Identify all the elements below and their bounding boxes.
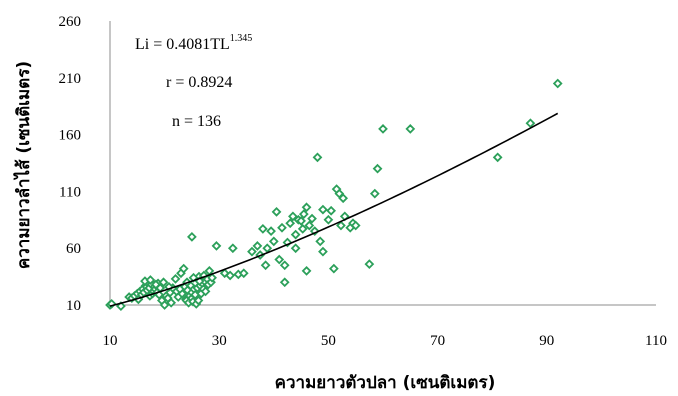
data-point bbox=[296, 216, 306, 226]
r-annotation: r = 0.8924 bbox=[166, 74, 232, 91]
x-tick-label: 30 bbox=[212, 333, 227, 349]
data-point bbox=[227, 243, 238, 254]
data-point bbox=[307, 213, 317, 224]
data-point bbox=[338, 193, 349, 204]
data-point bbox=[260, 260, 271, 271]
data-point bbox=[318, 246, 328, 257]
y-tick-label: 210 bbox=[59, 71, 82, 87]
data-point bbox=[277, 222, 287, 233]
data-point bbox=[326, 205, 337, 216]
y-tick-label: 160 bbox=[59, 128, 82, 144]
data-point bbox=[297, 224, 308, 234]
data-point bbox=[159, 300, 170, 310]
data-point bbox=[258, 224, 268, 234]
tick-labels: 10 30 50 70 90 110 10 60 110 160 210 260 bbox=[59, 14, 667, 349]
data-point bbox=[298, 209, 309, 219]
data-point bbox=[266, 226, 276, 237]
data-point bbox=[178, 263, 189, 274]
n-annotation: n = 136 bbox=[172, 113, 221, 130]
data-point bbox=[328, 263, 339, 274]
data-point bbox=[315, 236, 326, 247]
data-point bbox=[372, 163, 383, 174]
data-point bbox=[285, 218, 296, 229]
data-point bbox=[279, 277, 290, 288]
data-point bbox=[200, 286, 211, 297]
data-point bbox=[301, 202, 312, 213]
data-point bbox=[207, 272, 217, 283]
data-point bbox=[175, 284, 185, 294]
data-point bbox=[164, 281, 174, 292]
data-point bbox=[150, 279, 161, 290]
data-point bbox=[279, 260, 290, 271]
data-point bbox=[166, 297, 177, 308]
data-point bbox=[364, 259, 375, 269]
trendline bbox=[109, 112, 559, 307]
y-tick-label: 60 bbox=[66, 241, 81, 257]
trendline-curve bbox=[109, 112, 559, 307]
data-point bbox=[271, 206, 282, 217]
data-point bbox=[304, 220, 315, 231]
data-point bbox=[492, 152, 503, 163]
data-point bbox=[290, 229, 301, 240]
data-point bbox=[252, 241, 263, 251]
data-point bbox=[268, 236, 279, 247]
data-point bbox=[145, 275, 156, 285]
data-point bbox=[350, 220, 361, 231]
data-point bbox=[552, 78, 563, 89]
data-point bbox=[405, 124, 416, 134]
x-tick-label: 110 bbox=[645, 333, 667, 349]
x-tick-label: 70 bbox=[430, 333, 445, 349]
data-point bbox=[312, 152, 323, 163]
y-axis-title: ความยาวลำไส้ (เซนติเมตร) bbox=[13, 61, 34, 269]
y-tick-label: 260 bbox=[59, 14, 82, 30]
x-axis-title: ความยาวตัวปลา (เซนติเมตร) bbox=[275, 373, 496, 393]
data-point bbox=[211, 241, 222, 251]
data-point bbox=[193, 295, 204, 306]
y-tick-label: 110 bbox=[59, 184, 81, 200]
data-point bbox=[262, 243, 273, 254]
data-point bbox=[247, 246, 257, 257]
equation-exponent: 1.345 bbox=[230, 33, 253, 44]
data-point bbox=[288, 211, 298, 222]
data-point bbox=[336, 220, 346, 231]
data-point bbox=[199, 270, 209, 281]
data-point bbox=[106, 298, 117, 309]
data-point bbox=[378, 124, 388, 134]
data-point bbox=[116, 301, 126, 312]
y-tick-label: 10 bbox=[66, 298, 81, 314]
x-tick-label: 10 bbox=[103, 333, 118, 349]
data-point bbox=[238, 268, 249, 279]
data-point bbox=[525, 118, 536, 129]
data-point bbox=[274, 254, 285, 265]
data-point bbox=[369, 188, 380, 199]
x-tick-label: 50 bbox=[321, 333, 336, 349]
data-point bbox=[170, 273, 181, 284]
data-point bbox=[318, 204, 328, 215]
equation-main: Li = 0.4081TL bbox=[135, 36, 230, 53]
data-point bbox=[187, 231, 197, 242]
x-tick-label: 90 bbox=[539, 333, 554, 349]
equation-annotation: Li = 0.4081TL1.345 bbox=[135, 33, 252, 53]
axes bbox=[109, 21, 656, 306]
data-point bbox=[290, 243, 301, 254]
data-point bbox=[301, 266, 312, 276]
data-point bbox=[323, 214, 334, 225]
data-point bbox=[219, 268, 230, 279]
data-point bbox=[158, 277, 169, 288]
data-point bbox=[225, 270, 235, 281]
